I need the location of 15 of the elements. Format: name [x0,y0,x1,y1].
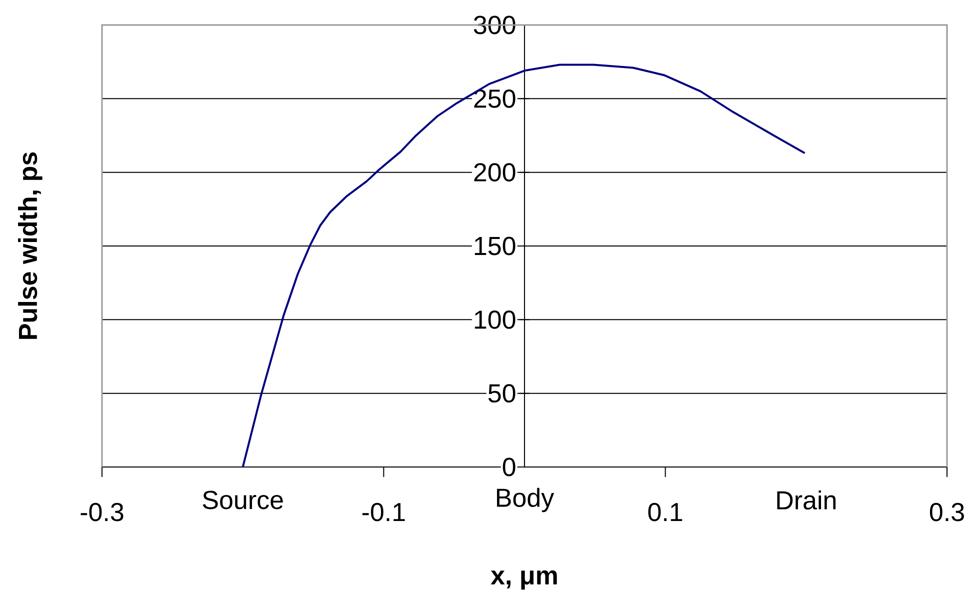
x-tick-label: 0.3 [930,502,964,522]
y-axis-title: Pulse width, ps [18,152,42,339]
text: Drain [777,490,836,510]
x-tick-label: -0.1 [362,502,405,522]
y-tick-label: 0 [502,458,516,476]
y-tick-label: 50 [488,384,516,403]
y-tick-label: 200 [474,163,516,182]
x-tick-label: -0.3 [80,502,124,522]
x-axis-title: x, μm [490,570,557,590]
text: Body [497,488,554,512]
y-tick-label: 150 [474,236,516,256]
text: Source [202,490,283,510]
x-tick-label: 0.1 [648,502,682,522]
y-tick-label: 250 [474,89,516,108]
y-tick-label: 100 [474,310,516,329]
